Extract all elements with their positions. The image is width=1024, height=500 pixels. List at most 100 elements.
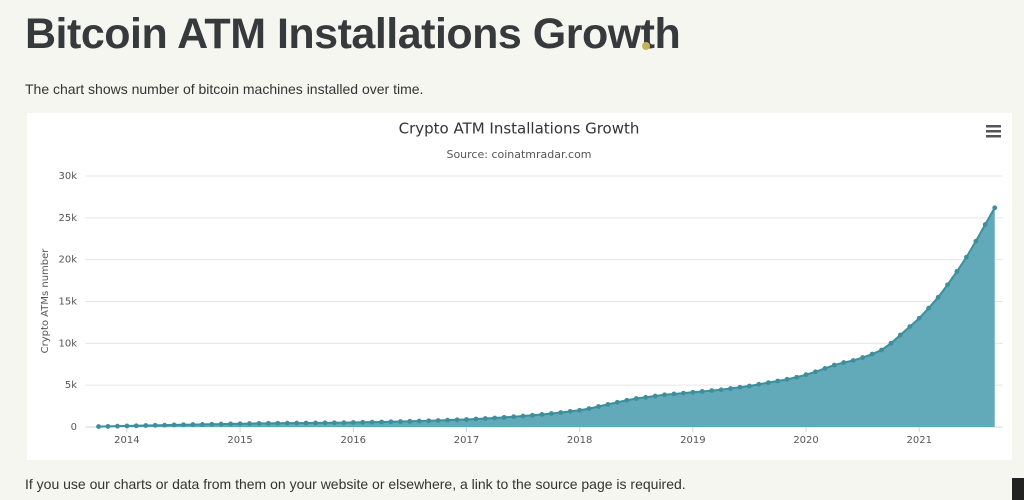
point	[681, 390, 686, 396]
point	[728, 386, 733, 391]
point	[577, 407, 583, 413]
point	[341, 420, 347, 426]
point	[888, 340, 894, 346]
point	[181, 422, 186, 428]
point	[803, 372, 809, 378]
point	[690, 389, 696, 395]
point	[784, 376, 790, 382]
point	[284, 420, 290, 426]
point	[143, 423, 149, 428]
chart: Crypto ATM Installations Growth Source: …	[40, 120, 1003, 446]
point	[747, 383, 752, 389]
point	[756, 381, 762, 387]
title-dot	[642, 42, 650, 50]
point	[416, 418, 422, 424]
point	[813, 369, 818, 375]
point	[379, 419, 384, 425]
x-tick-label: 2021	[907, 435, 932, 446]
point	[841, 360, 847, 365]
y-tick-label: 15k	[58, 297, 77, 308]
point	[501, 414, 507, 420]
y-tick-label: 20k	[58, 255, 77, 266]
point	[643, 394, 649, 400]
chart-title: Crypto ATM Installations Growth	[399, 120, 640, 138]
point	[945, 282, 950, 288]
point	[633, 396, 639, 401]
point	[218, 421, 224, 427]
scroll-corner	[1012, 478, 1024, 500]
point	[916, 315, 922, 321]
point	[624, 397, 630, 403]
point	[473, 416, 479, 422]
point	[879, 347, 884, 353]
x-tick-label: 2018	[567, 435, 592, 446]
point	[398, 419, 403, 424]
y-tick-label: 30k	[58, 171, 77, 182]
point	[350, 420, 356, 425]
point	[492, 415, 498, 421]
point	[96, 424, 101, 429]
point	[614, 399, 620, 405]
point	[662, 392, 667, 398]
point	[133, 423, 139, 429]
point	[954, 268, 960, 274]
point	[831, 362, 837, 368]
point	[520, 413, 526, 419]
area	[98, 207, 995, 427]
point	[303, 420, 309, 426]
point	[586, 406, 592, 411]
point	[388, 419, 394, 425]
point	[190, 422, 196, 427]
y-axis-label: Crypto ATMs number	[40, 248, 51, 354]
y-tick-label: 25k	[58, 213, 77, 224]
point	[445, 417, 450, 423]
point	[482, 416, 488, 421]
point	[171, 422, 177, 428]
point	[652, 393, 658, 399]
point	[548, 411, 554, 416]
point	[313, 420, 318, 426]
footer-note: If you use our charts or data from them …	[25, 476, 686, 492]
point	[115, 423, 120, 429]
page-title: Bitcoin ATM Installations Growth	[25, 10, 681, 58]
point	[964, 254, 969, 260]
point	[850, 358, 856, 363]
point	[454, 417, 460, 423]
point	[765, 380, 771, 386]
point	[124, 423, 130, 429]
point	[992, 205, 998, 211]
point	[539, 412, 545, 417]
point	[671, 391, 677, 397]
point	[982, 222, 988, 227]
point	[822, 366, 828, 371]
y-tick-label: 10k	[58, 338, 77, 349]
point	[605, 402, 611, 407]
point	[511, 414, 517, 420]
point	[426, 418, 432, 424]
point	[152, 422, 158, 428]
point	[256, 421, 262, 426]
x-tick-label: 2019	[680, 435, 705, 446]
point	[558, 410, 564, 415]
point	[294, 420, 300, 426]
point	[105, 424, 111, 429]
x-tick-label: 2015	[227, 435, 252, 446]
point	[247, 421, 252, 426]
point	[530, 412, 535, 418]
point	[907, 324, 913, 329]
point	[973, 238, 979, 244]
point	[718, 387, 724, 393]
point	[567, 408, 573, 414]
point	[331, 420, 337, 426]
menu-button[interactable]	[986, 125, 1001, 138]
point	[369, 419, 375, 425]
point	[860, 355, 866, 360]
point	[275, 420, 281, 426]
chart-card: Crypto ATM Installations Growth Source: …	[27, 113, 1012, 460]
point	[775, 378, 781, 384]
point	[228, 421, 234, 427]
point	[596, 404, 601, 409]
x-tick-label: 2017	[454, 435, 479, 446]
point	[897, 332, 903, 338]
x-tick-label: 2014	[114, 435, 139, 446]
